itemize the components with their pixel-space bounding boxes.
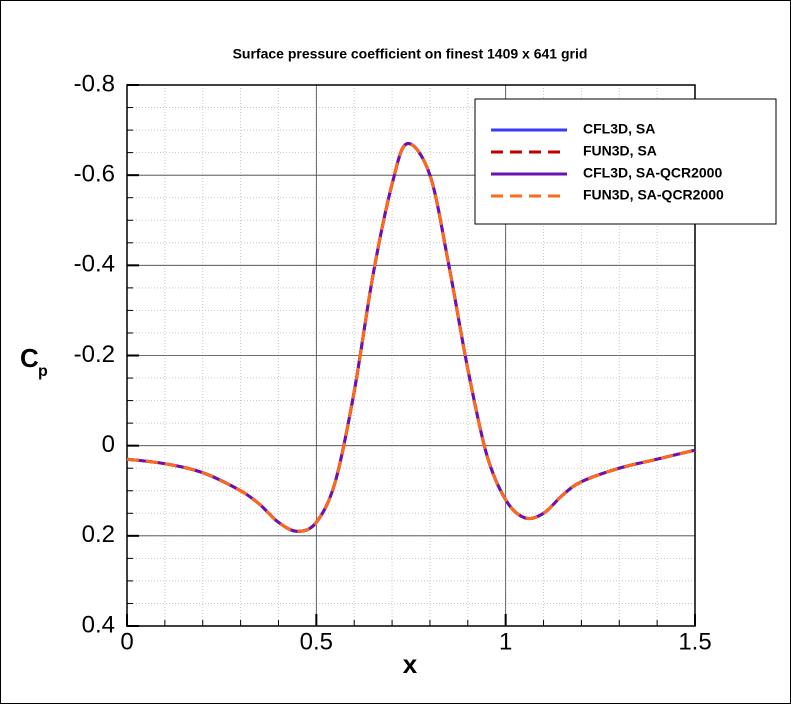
- y-tick-label: 0.2: [82, 521, 115, 548]
- y-axis-label: C: [20, 343, 39, 373]
- x-tick-label: 0.5: [300, 628, 333, 655]
- chart-title: Surface pressure coefficient on finest 1…: [233, 46, 588, 62]
- y-tick-label: -0.8: [74, 70, 115, 97]
- y-tick-label: -0.6: [74, 161, 115, 188]
- legend-label: CFL3D, SA-QCR2000: [583, 165, 722, 181]
- legend-label: FUN3D, SA-QCR2000: [583, 187, 724, 203]
- y-tick-label: 0: [102, 431, 115, 458]
- y-tick-label: -0.2: [74, 341, 115, 368]
- x-tick-label: 1: [499, 628, 512, 655]
- series-line: [126, 142, 696, 533]
- x-tick-label: 0: [120, 628, 133, 655]
- x-tick-label: 1.5: [678, 628, 711, 655]
- y-axis-label-sub: p: [38, 363, 48, 380]
- plot-border: [126, 84, 696, 627]
- y-tick-label: 0.4: [82, 611, 115, 638]
- legend-label: CFL3D, SA: [583, 121, 655, 137]
- legend-label: FUN3D, SA: [583, 143, 657, 159]
- legend-box: [474, 98, 777, 225]
- y-tick-label: -0.4: [74, 251, 115, 278]
- x-axis-label: x: [403, 649, 418, 679]
